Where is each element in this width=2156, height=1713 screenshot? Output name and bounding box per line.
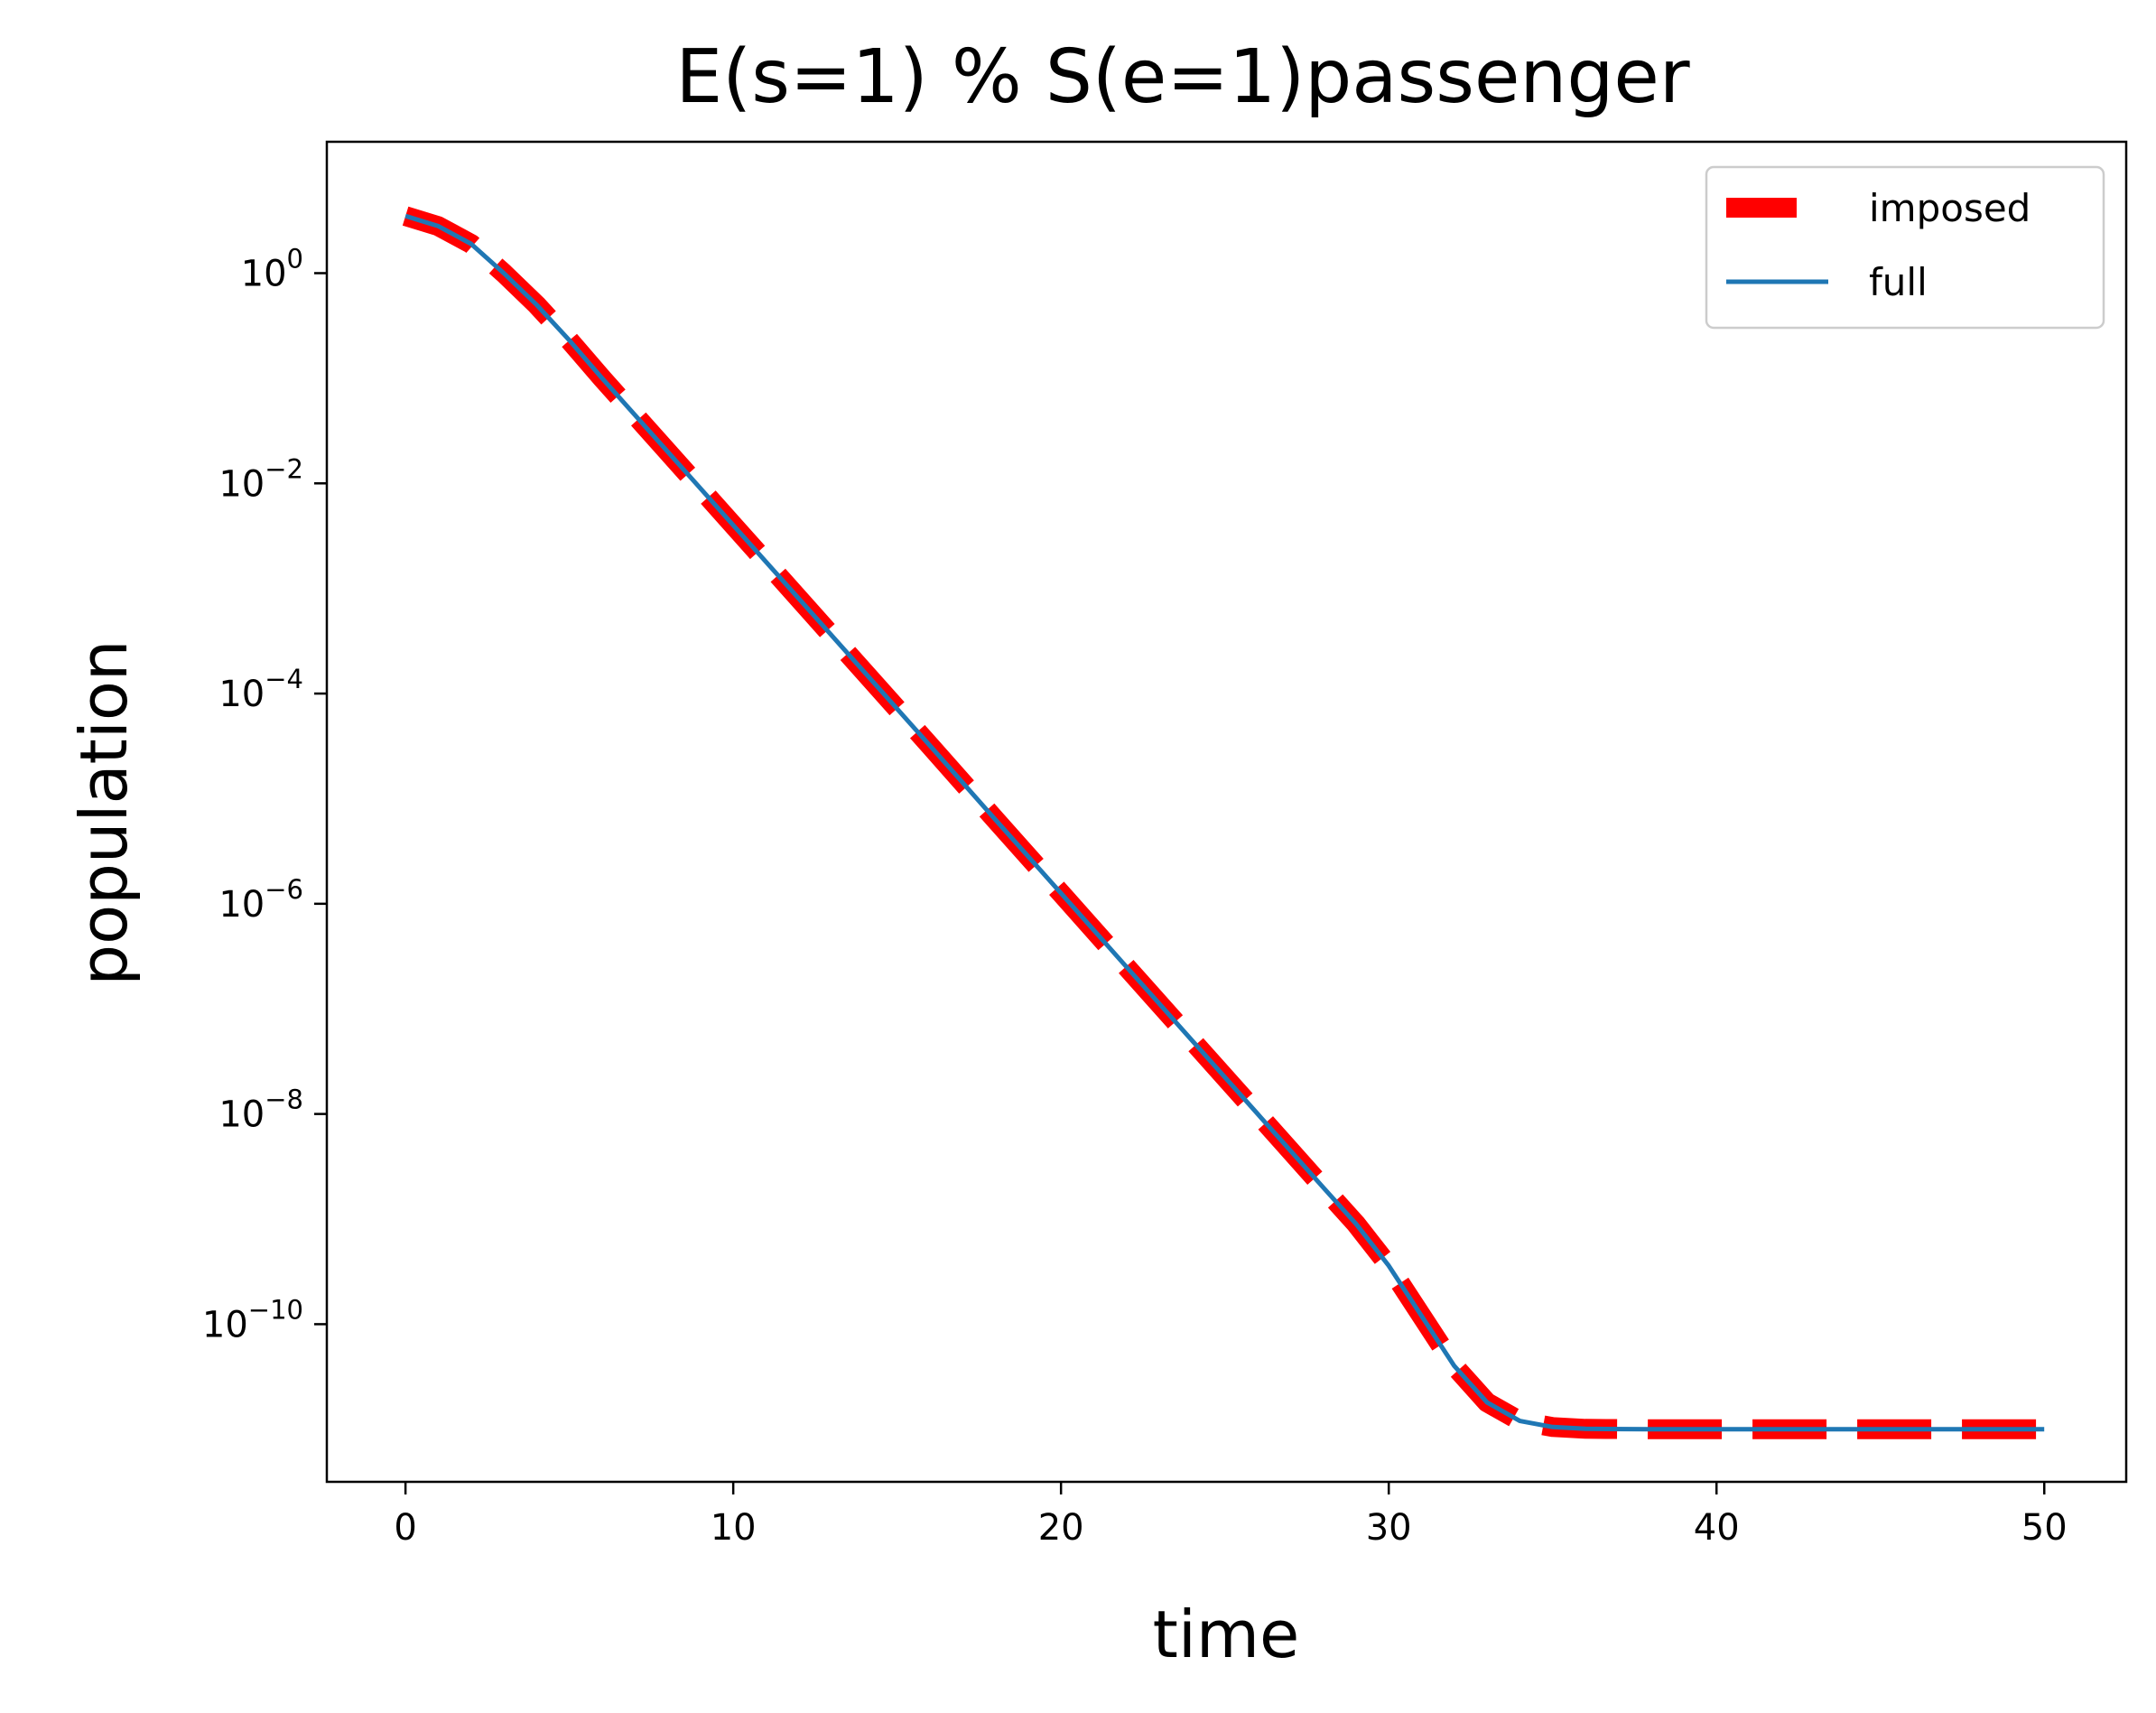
- x-tick-label: 40: [1694, 1507, 1740, 1549]
- legend-label-imposed: imposed: [1869, 186, 2031, 230]
- plot-frame: [325, 140, 2128, 1484]
- series-line-full: [404, 213, 2045, 1432]
- chart-title: E(s=1) % S(e=1)passenger: [675, 34, 1689, 120]
- x-tick-label: 30: [1366, 1507, 1412, 1549]
- legend: imposed full: [1705, 165, 2105, 330]
- y-tick-label: 10−8: [218, 1085, 303, 1136]
- x-tick-label: 0: [394, 1507, 416, 1549]
- x-axis-label: time: [1153, 1597, 1300, 1672]
- plot-area: [325, 140, 2128, 1484]
- plot-background: [327, 142, 2126, 1482]
- x-tick-label: 10: [711, 1507, 757, 1549]
- y-axis-ticks: 100 10−2 10−4 10−6 10−8 10−10: [202, 243, 327, 1345]
- legend-frame: [1705, 165, 2105, 330]
- y-tick-label: 10−2: [218, 453, 303, 505]
- x-tick-label: 20: [1038, 1507, 1084, 1549]
- x-tick-label: 50: [2021, 1507, 2068, 1549]
- y-axis-label: population: [66, 639, 142, 985]
- x-axis-ticks: 0 10 20 30 40 50: [394, 1482, 2068, 1549]
- y-tick-label: 10−6: [218, 874, 303, 926]
- legend-label-full: full: [1869, 260, 1928, 304]
- series-layer: [402, 206, 2045, 1439]
- y-tick-label: 10−4: [218, 664, 303, 715]
- y-tick-label: 10−10: [202, 1294, 303, 1345]
- y-tick-label: 100: [241, 243, 303, 294]
